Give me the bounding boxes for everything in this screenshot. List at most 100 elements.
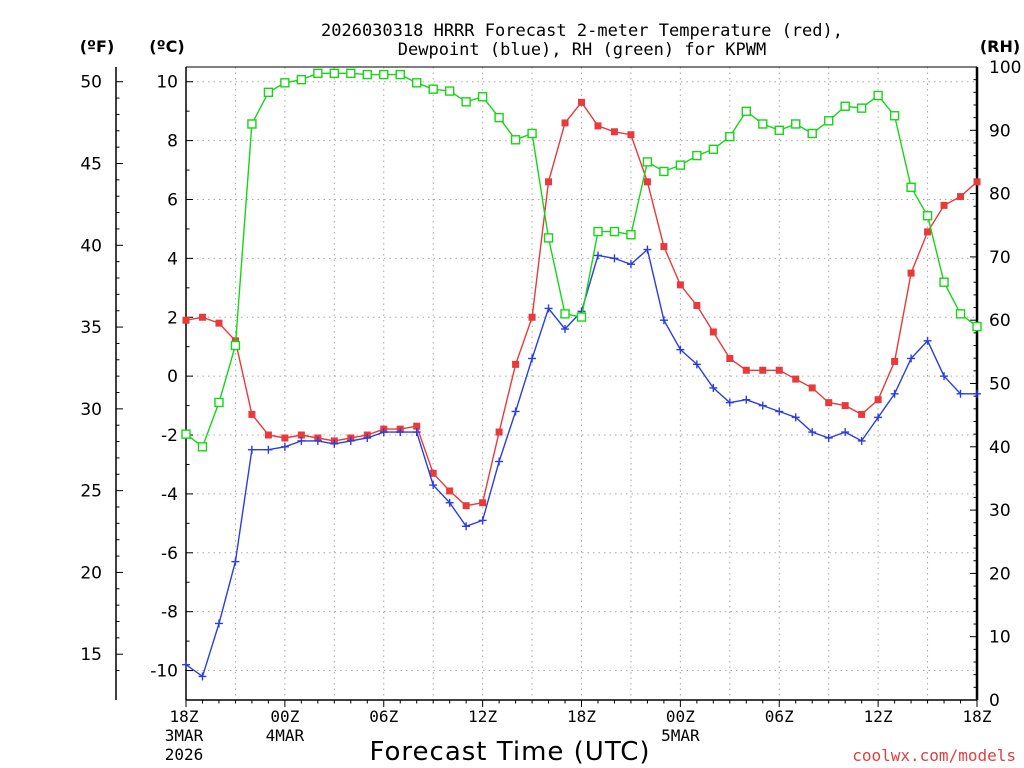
temperature-point	[660, 243, 668, 251]
dewpoint-point	[247, 445, 256, 454]
rh-point	[313, 68, 323, 79]
unit-label-rh: (RH)	[980, 37, 1020, 56]
rh-point	[230, 340, 241, 351]
dewpoint-point	[956, 389, 965, 398]
rh-point	[362, 69, 372, 80]
dewpoint-point	[890, 389, 899, 398]
chart-title-line2: Dewpoint (blue), RH (green) for KPWM	[398, 40, 766, 60]
rh-tick-label: 30	[989, 501, 1011, 521]
dewpoint-point	[363, 433, 372, 442]
time-tick-label: 18Z	[170, 707, 199, 726]
time-tick-label: 3MAR	[165, 726, 204, 745]
temperature-point	[957, 193, 965, 201]
time-tick-label: 4MAR	[266, 726, 305, 745]
dewpoint-point	[923, 336, 932, 345]
time-tick-label: 18Z	[567, 707, 596, 726]
dewpoint-point	[561, 325, 570, 334]
celsius-tick-label: -10	[150, 662, 178, 682]
dewpoint-point	[445, 498, 454, 507]
dewpoint-point	[973, 389, 981, 398]
temperature-point	[495, 428, 503, 436]
watermark: coolwx.com/models	[852, 746, 1016, 765]
rh-point	[873, 90, 883, 101]
time-tick-label: 2026	[165, 745, 204, 764]
dewpoint-point	[676, 345, 685, 354]
dewpoint-point	[412, 428, 421, 437]
dewpoint-point	[346, 436, 355, 445]
rh-tick-label: 50	[989, 375, 1011, 395]
celsius-tick-label: 6	[167, 190, 178, 210]
temperature-point	[858, 410, 866, 418]
x-axis-label: Forecast Time (UTC)	[369, 737, 650, 767]
temperature-point	[693, 301, 701, 309]
rh-tick-label: 90	[989, 121, 1011, 141]
dewpoint-point	[692, 360, 701, 369]
celsius-tick-label: -4	[161, 485, 178, 505]
time-tick-label: 12Z	[864, 707, 893, 726]
rh-point	[708, 144, 719, 154]
rh-point	[856, 103, 867, 113]
rh-point	[725, 131, 735, 142]
temperature-point	[413, 422, 421, 430]
rh-point	[280, 78, 290, 88]
dewpoint-point	[940, 372, 949, 381]
dewpoint-point	[528, 354, 537, 363]
fahrenheit-tick-label: 35	[80, 318, 102, 338]
dewpoint-point	[214, 619, 223, 628]
rh-point	[527, 128, 537, 139]
temperature-point	[759, 366, 767, 374]
gridlines	[186, 67, 977, 700]
temperature-point	[891, 357, 899, 365]
rh-point	[840, 101, 850, 111]
temperature-point	[841, 402, 849, 410]
celsius-tick-label: 0	[167, 367, 178, 387]
dewpoint-point	[775, 407, 784, 416]
dewpoint-point	[824, 433, 833, 442]
dewpoint-point	[396, 428, 405, 437]
celsius-tick-label: -6	[161, 544, 178, 564]
dewpoint-point	[511, 407, 520, 416]
celsius-tick-label: 10	[156, 73, 178, 93]
dewpoint-point	[758, 401, 767, 410]
fahrenheit-tick-label: 40	[80, 236, 102, 256]
dewpoint-point	[313, 436, 322, 445]
temperature-point	[643, 178, 651, 186]
rh-point	[889, 111, 900, 121]
dewpoint-point	[297, 436, 306, 445]
rh-point	[972, 321, 982, 332]
rh-point	[758, 119, 768, 129]
fahrenheit-tick-label: 30	[80, 400, 102, 420]
temperature-point	[940, 201, 948, 209]
dewpoint-point	[874, 413, 883, 422]
dewpoint-point	[725, 398, 734, 407]
temperature-point	[775, 366, 783, 374]
rh-point	[510, 135, 521, 145]
temperature-point	[594, 122, 602, 130]
fahrenheit-tick-label: 20	[80, 563, 102, 583]
temperature-point	[792, 375, 800, 383]
rh-point	[609, 226, 620, 237]
rh-point	[461, 97, 471, 107]
fahrenheit-tick-label: 15	[80, 645, 102, 665]
fahrenheit-tick-label: 45	[80, 155, 102, 175]
temperature-point	[479, 499, 487, 507]
fahrenheit-tick-label: 50	[80, 73, 102, 93]
temperature-point	[825, 399, 833, 407]
temperature-point	[742, 366, 750, 374]
unit-label-fahrenheit: (ºF)	[80, 37, 115, 56]
rh-point	[247, 119, 257, 129]
temperature-point	[874, 396, 882, 404]
rh-tick-label: 80	[989, 185, 1011, 205]
rh-point	[477, 92, 488, 102]
rh-point	[412, 78, 422, 88]
time-tick-label: 00Z	[270, 707, 299, 726]
rh-point	[823, 116, 834, 126]
rh-tick-label: 60	[989, 311, 1011, 331]
dewpoint-point	[544, 304, 553, 313]
rh-point	[329, 68, 340, 79]
dewpoint-point	[264, 445, 273, 454]
rh-point	[543, 233, 554, 243]
dewpoint-point	[593, 251, 602, 260]
dewpoint-point	[231, 557, 240, 566]
rh-tick-label: 100	[989, 58, 1021, 78]
